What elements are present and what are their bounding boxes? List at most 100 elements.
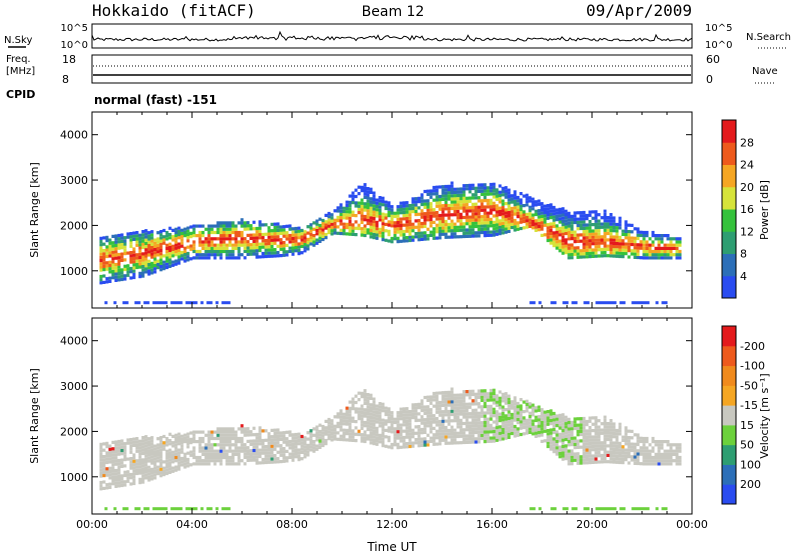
power-pixel <box>294 242 298 246</box>
velocity-pixel <box>558 445 562 449</box>
velocity-pixel <box>426 395 430 399</box>
velocity-pixel <box>360 414 364 418</box>
power-pixel <box>129 270 133 274</box>
power-pixel <box>468 183 472 187</box>
power-pixel <box>585 226 589 230</box>
velocity-pixel <box>141 439 145 443</box>
velocity-pixel <box>120 439 124 443</box>
power-pixel <box>399 204 403 208</box>
velocity-pixel <box>600 428 604 432</box>
velocity-pixel <box>165 471 169 476</box>
power-pixel <box>597 248 601 252</box>
velocity-pixel <box>240 446 244 450</box>
y-tick-label: 2000 <box>60 219 88 232</box>
power-pixel <box>438 194 442 199</box>
velocity-pixel <box>237 446 241 450</box>
power-pixel <box>672 246 676 250</box>
power-pixel <box>270 245 274 249</box>
velocity-pixel <box>378 417 382 422</box>
velocity-pixel <box>477 437 481 441</box>
velocity-pixel <box>159 439 163 443</box>
velocity-pixel <box>219 440 223 444</box>
velocity-pixel <box>294 448 298 452</box>
velocity-pixel <box>105 454 109 458</box>
power-pixel <box>621 248 625 252</box>
velocity-pixel <box>666 459 670 463</box>
velocity-pixel <box>597 438 601 442</box>
velocity-pixel <box>474 430 478 435</box>
power-pixel <box>537 224 541 229</box>
power-pixel <box>141 265 145 269</box>
velocity-pixel <box>618 451 622 455</box>
velocity-pixel <box>237 436 241 441</box>
power-pixel <box>222 224 226 228</box>
velocity-pixel <box>447 416 451 420</box>
power-pixel <box>570 230 574 234</box>
velocity-pixel <box>447 394 451 398</box>
power-pixel <box>147 240 151 244</box>
velocity-pixel <box>288 443 292 447</box>
power-pixel <box>282 228 286 232</box>
power-pixel <box>348 226 352 230</box>
y-tick-label: 3000 <box>60 174 88 187</box>
power-pixel <box>492 189 496 193</box>
velocity-pixel <box>294 432 298 437</box>
velocity-pixel <box>267 435 271 439</box>
velocity-pixel <box>102 470 106 475</box>
velocity-pixel <box>486 395 490 399</box>
velocity-pixel <box>468 393 472 397</box>
velocity-pixel <box>555 414 559 418</box>
colorbar-swatch <box>722 209 736 232</box>
power-pixel <box>189 247 193 251</box>
velocity-pixel <box>471 411 475 416</box>
power-pixel <box>420 231 424 235</box>
velocity-pixel <box>183 452 187 456</box>
velocity-pixel <box>498 434 502 438</box>
power-pixel <box>462 187 466 191</box>
power-pixel <box>540 218 544 222</box>
velocity-pixel <box>534 425 538 429</box>
power-pixel <box>450 225 454 230</box>
power-pixel <box>234 256 238 260</box>
velocity-pixel <box>342 434 346 439</box>
velocity-pixel <box>276 450 280 454</box>
velocity-pixel <box>123 470 127 474</box>
power-pixel <box>634 301 638 305</box>
velocity-pixel <box>354 420 358 424</box>
velocity-pixel <box>591 429 595 433</box>
power-pixel <box>129 232 133 236</box>
velocity-pixel <box>576 429 580 434</box>
velocity-pixel <box>345 438 349 442</box>
power-pixel <box>420 221 424 226</box>
power-pixel <box>630 249 634 253</box>
velocity-pixel <box>609 447 613 451</box>
velocity-pixel <box>615 451 619 455</box>
power-pixel <box>558 242 562 246</box>
power-pixel <box>219 224 223 228</box>
velocity-pixel <box>432 420 436 424</box>
velocity-pixel <box>336 421 340 425</box>
power-pixel <box>339 203 343 207</box>
power-pixel <box>183 230 187 234</box>
velocity-pixel <box>567 436 571 440</box>
velocity-pixel <box>561 444 565 449</box>
velocity-pixel <box>243 427 247 431</box>
velocity-pixel <box>456 406 460 410</box>
velocity-pixel <box>573 439 577 443</box>
power-pixel <box>643 301 647 305</box>
velocity-pixel <box>426 408 430 412</box>
power-pixel <box>276 235 280 239</box>
power-pixel <box>678 249 682 254</box>
colorbar-tick-label: 20 <box>740 181 754 194</box>
velocity-pixel <box>549 418 553 423</box>
velocity-pixel <box>369 441 373 445</box>
velocity-pixel <box>354 394 358 398</box>
power-pixel <box>666 246 670 250</box>
velocity-pixel <box>603 431 607 435</box>
power-pixel <box>306 247 310 251</box>
power-pixel <box>111 266 115 270</box>
power-pixel <box>612 222 616 226</box>
power-pixel <box>150 255 154 259</box>
power-pixel <box>411 197 415 201</box>
power-pixel <box>405 239 409 243</box>
